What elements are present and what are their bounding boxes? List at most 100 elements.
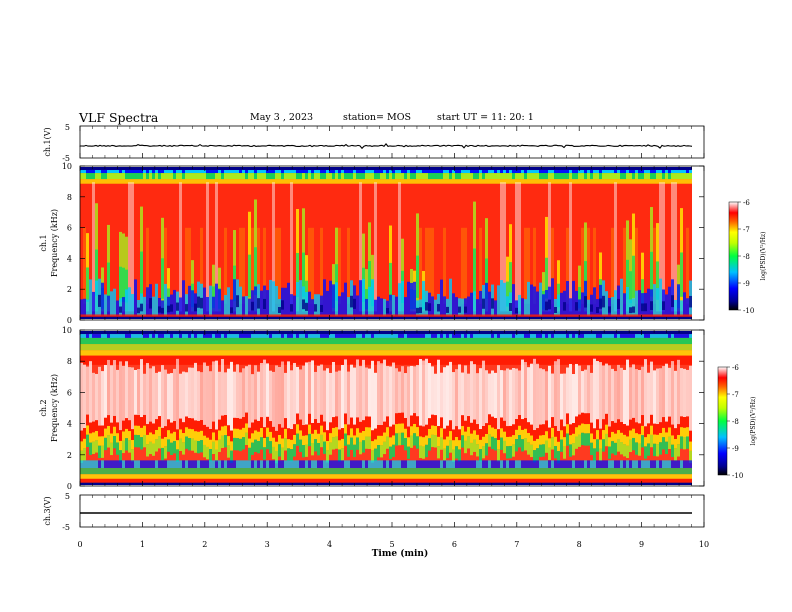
spectrogram-cell [554, 482, 557, 485]
spectrogram-cell [107, 482, 110, 485]
spectrogram-cell [491, 170, 494, 174]
spectrogram-cell [560, 430, 563, 440]
spectrogram-cell [518, 435, 521, 448]
spectrogram-cell [320, 414, 323, 426]
spectrogram-cell [293, 350, 296, 356]
spectrogram-cell [602, 355, 605, 365]
spectrogram-cell [248, 316, 251, 319]
spectrogram-cell [554, 446, 557, 459]
spectrogram-cell [560, 350, 563, 356]
spectrogram-cell [584, 350, 587, 356]
spectrogram-cell [110, 173, 113, 180]
spectrogram-cell [323, 460, 326, 469]
spectrogram-cell [182, 170, 185, 174]
spectrogram-cell [275, 460, 278, 469]
spectrogram-cell [227, 355, 230, 365]
spectrogram-cell [542, 424, 545, 436]
spectrogram-cell [329, 280, 332, 316]
spectrogram-cell [521, 167, 524, 171]
spectrogram-cell [347, 297, 350, 316]
spectrogram-cell [509, 468, 512, 475]
spectrogram-cell [383, 170, 386, 174]
spectrogram-cell [422, 437, 425, 447]
spectrogram-cell [389, 460, 392, 469]
spectrogram-cell [569, 482, 572, 485]
spectrogram-cell [170, 334, 173, 338]
spectrogram-cell [680, 337, 683, 345]
spectrogram-cell [467, 173, 470, 180]
spectrogram-cell [299, 468, 302, 475]
spectrogram-cell [95, 316, 98, 319]
spectrogram-cell [179, 474, 182, 479]
spectrogram-cell [317, 294, 320, 316]
spectrogram-cell [305, 355, 308, 365]
spectrogram-cell [326, 334, 329, 338]
spectrogram-cell [170, 179, 173, 184]
spectrogram-cell [176, 302, 179, 311]
spectrogram-cell [656, 179, 659, 184]
spectrogram-cell [371, 450, 374, 463]
spectrogram-cell [221, 435, 224, 449]
spectrogram-cell [326, 170, 329, 174]
spectrogram-cell [503, 334, 506, 338]
spectrogram-cell [203, 424, 206, 436]
spectrogram-cell [179, 331, 182, 335]
spectrogram-cell [521, 439, 524, 452]
spectrogram-cell [194, 362, 197, 421]
spectrogram-cell [608, 306, 611, 313]
spectrogram-cell [653, 331, 656, 335]
spectrogram-cell [566, 173, 569, 180]
spectrogram-cell [590, 433, 593, 443]
spectrogram-cell [101, 371, 104, 426]
spectrogram-cell [416, 365, 419, 417]
spectrogram-cell [386, 170, 389, 174]
spectrogram-cell [221, 359, 224, 416]
spectrogram-cell [128, 482, 131, 485]
spectrogram-cell [503, 179, 506, 184]
spectrogram-cell [569, 435, 572, 445]
spectrogram-cell [413, 334, 416, 338]
spectrogram-cell [395, 433, 398, 446]
spectrogram-cell [308, 355, 311, 365]
spectrogram-cell [569, 334, 572, 338]
spectrogram-cell [386, 334, 389, 338]
spectrogram-cell [401, 423, 404, 433]
spectrogram-cell [527, 281, 530, 316]
spectrogram-cell [626, 436, 629, 446]
spectrogram-cell [386, 427, 389, 437]
spectrogram-cell [86, 468, 89, 475]
spectrogram-cell [266, 474, 269, 479]
spectrogram-cell [437, 334, 440, 338]
spectrogram-cell [506, 478, 509, 483]
spectrogram-cell [626, 474, 629, 479]
spectrogram-cell [524, 344, 527, 351]
spectrogram-cell [518, 173, 521, 180]
spectrogram-cell [137, 170, 140, 174]
spectrogram-cell [188, 474, 191, 479]
spectrogram-cell [179, 478, 182, 483]
spectrogram-cell [488, 434, 491, 447]
spectrogram-cell [293, 474, 296, 479]
spectrogram-cell [281, 300, 284, 310]
spectrogram-cell [623, 369, 626, 425]
spectrogram-cell [473, 291, 476, 316]
spectrogram-cell [275, 482, 278, 485]
spectrogram-cell [338, 350, 341, 356]
spectrogram-cell [218, 337, 221, 345]
spectrogram-cell [593, 439, 596, 449]
spectrogram-cell [329, 170, 332, 174]
spectrogram-cell [89, 468, 92, 475]
spectrogram-cell [569, 363, 572, 425]
spectrogram-cell [161, 478, 164, 483]
spectrogram-cell [455, 331, 458, 335]
spectrogram-cell [446, 478, 449, 483]
spectrogram-cell [95, 331, 98, 335]
spectrogram-cell [92, 432, 95, 442]
spectrogram-cell [194, 316, 197, 319]
spectrogram-cell [509, 337, 512, 345]
spectrogram-cell [638, 331, 641, 335]
spectrogram-cell [263, 227, 266, 304]
spectrogram-cell [98, 334, 101, 338]
spectrogram-cell [350, 355, 353, 365]
spectrogram-cell [542, 482, 545, 485]
